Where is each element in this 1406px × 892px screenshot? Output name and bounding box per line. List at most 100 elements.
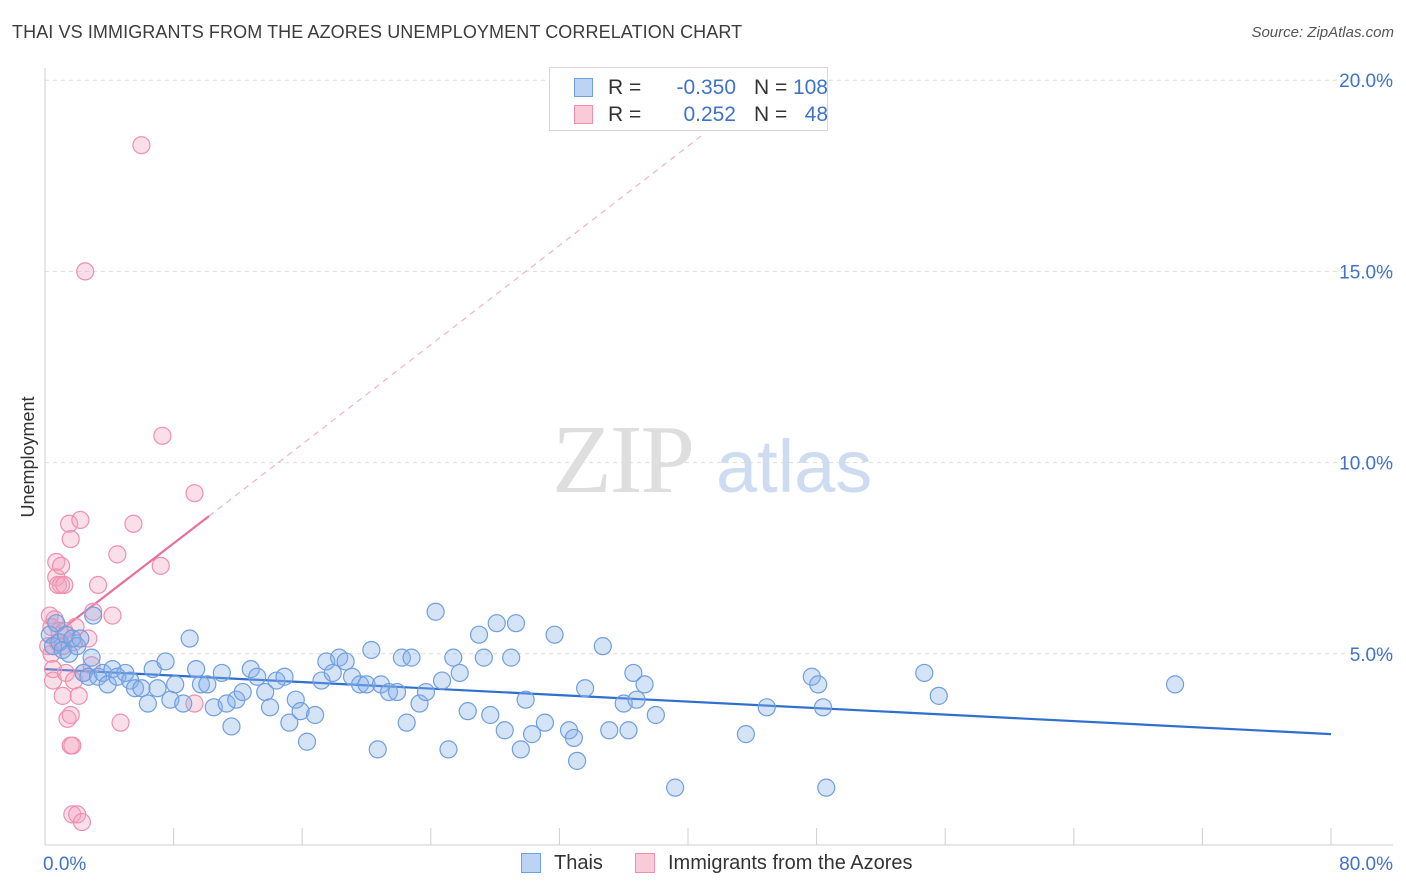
thais-point (387, 682, 407, 702)
thais-point (410, 694, 429, 713)
thais-point (79, 667, 98, 686)
thais-point (439, 740, 458, 759)
thais-point (545, 625, 564, 644)
azores-trend-extension (208, 133, 705, 517)
legend-swatch-azores (574, 105, 593, 124)
watermark-atlas: atlas (716, 425, 872, 508)
thais-point (915, 663, 934, 683)
thais-point (93, 663, 112, 683)
grid-lines (45, 79, 1393, 655)
legend-n-label: N = (754, 103, 788, 126)
thais-point (138, 694, 157, 713)
azores-point (51, 556, 71, 575)
bottom-legend-label-thais: Thais (554, 852, 603, 874)
watermark-zip: ZIP (552, 406, 693, 514)
thais-point (132, 679, 151, 698)
bottom-legend-swatch-thais (521, 853, 541, 873)
thais-point (450, 663, 469, 683)
thais-point (646, 705, 665, 725)
legend-r-value: 0.252 (683, 103, 736, 126)
thais-point (624, 663, 643, 683)
azores-point (111, 713, 130, 732)
legend-swatch-thais (574, 78, 593, 97)
thais-point (516, 690, 535, 709)
tick-labels: 5.0% 10.0% 15.0% 20.0% 0.0% 80.0% (43, 71, 1393, 875)
thais-point (567, 751, 587, 770)
thais-point (736, 725, 755, 744)
azores-point (185, 484, 204, 503)
x-tick-label: 0.0% (43, 854, 86, 875)
azores-points (39, 136, 204, 832)
legend-n-value: 48 (804, 103, 828, 126)
thais-point (522, 725, 542, 744)
source-label: Source: ZipAtlas.com (1251, 24, 1394, 41)
thais-point (336, 652, 355, 671)
thais-point (212, 663, 231, 683)
thais-point (125, 679, 145, 698)
thais-points (40, 602, 1185, 797)
thais-point (187, 659, 206, 679)
bottom-legend-label-azores: Immigrants from the Azores (668, 852, 913, 874)
azores-point (66, 617, 85, 637)
thais-point (635, 675, 654, 694)
thais-point (71, 629, 90, 648)
thais-point (929, 686, 948, 705)
azores-point (53, 686, 72, 705)
trend-lines (44, 133, 1332, 736)
bottom-legend-swatch-azores (635, 853, 655, 873)
legend-n-value: 108 (792, 76, 828, 99)
thais-point (809, 675, 828, 694)
azores-point (72, 812, 92, 832)
axes (44, 68, 1393, 846)
thais-point (280, 713, 299, 732)
thais-point (402, 648, 421, 667)
thais-point (198, 675, 217, 694)
thais-point (627, 690, 646, 709)
thais-point (362, 640, 381, 660)
thais-point (576, 679, 595, 698)
azores-point (151, 556, 170, 575)
bottom-legend: Thais Immigrants from the Azores (0, 852, 1406, 878)
thais-point (416, 682, 436, 702)
azores-point (84, 602, 103, 621)
azores-point (108, 545, 127, 564)
thais-point (474, 648, 493, 667)
legend-box: R = -0.350 N = 108 R = 0.252 N = 48 (549, 67, 828, 131)
thais-point (286, 690, 305, 709)
thais-point (305, 705, 325, 725)
azores-point (60, 514, 79, 533)
thais-point (148, 679, 167, 698)
y-tick-label: 10.0% (1339, 454, 1393, 475)
thais-point (502, 648, 521, 667)
legend-r-value: -0.350 (676, 76, 736, 99)
thais-point (233, 682, 252, 702)
legend-r-label: R = (608, 76, 642, 99)
legend-r-label: R = (608, 103, 642, 126)
x-tick-label: 80.0% (1339, 854, 1393, 875)
thais-trend-line (44, 667, 1332, 736)
thais-point (535, 713, 555, 732)
azores-trend-line (44, 515, 210, 644)
azores-point (103, 606, 122, 625)
thais-point (368, 740, 387, 759)
thais-point (191, 675, 211, 694)
thais-point (813, 698, 833, 717)
thais-point (82, 648, 101, 667)
azores-point (76, 262, 95, 281)
thais-point (511, 740, 530, 759)
thais-point (260, 698, 280, 717)
thais-point (666, 778, 685, 797)
thais-point (506, 614, 526, 633)
thais-point (458, 702, 477, 721)
thais-point (217, 694, 236, 713)
thais-point (297, 732, 317, 751)
azores-point (88, 575, 108, 595)
azores-point (153, 426, 172, 445)
thais-point (84, 606, 103, 625)
thais-point (397, 713, 416, 732)
thais-point (40, 625, 59, 644)
thais-point (600, 721, 619, 740)
azores-point (61, 705, 80, 725)
azores-point (55, 575, 74, 595)
